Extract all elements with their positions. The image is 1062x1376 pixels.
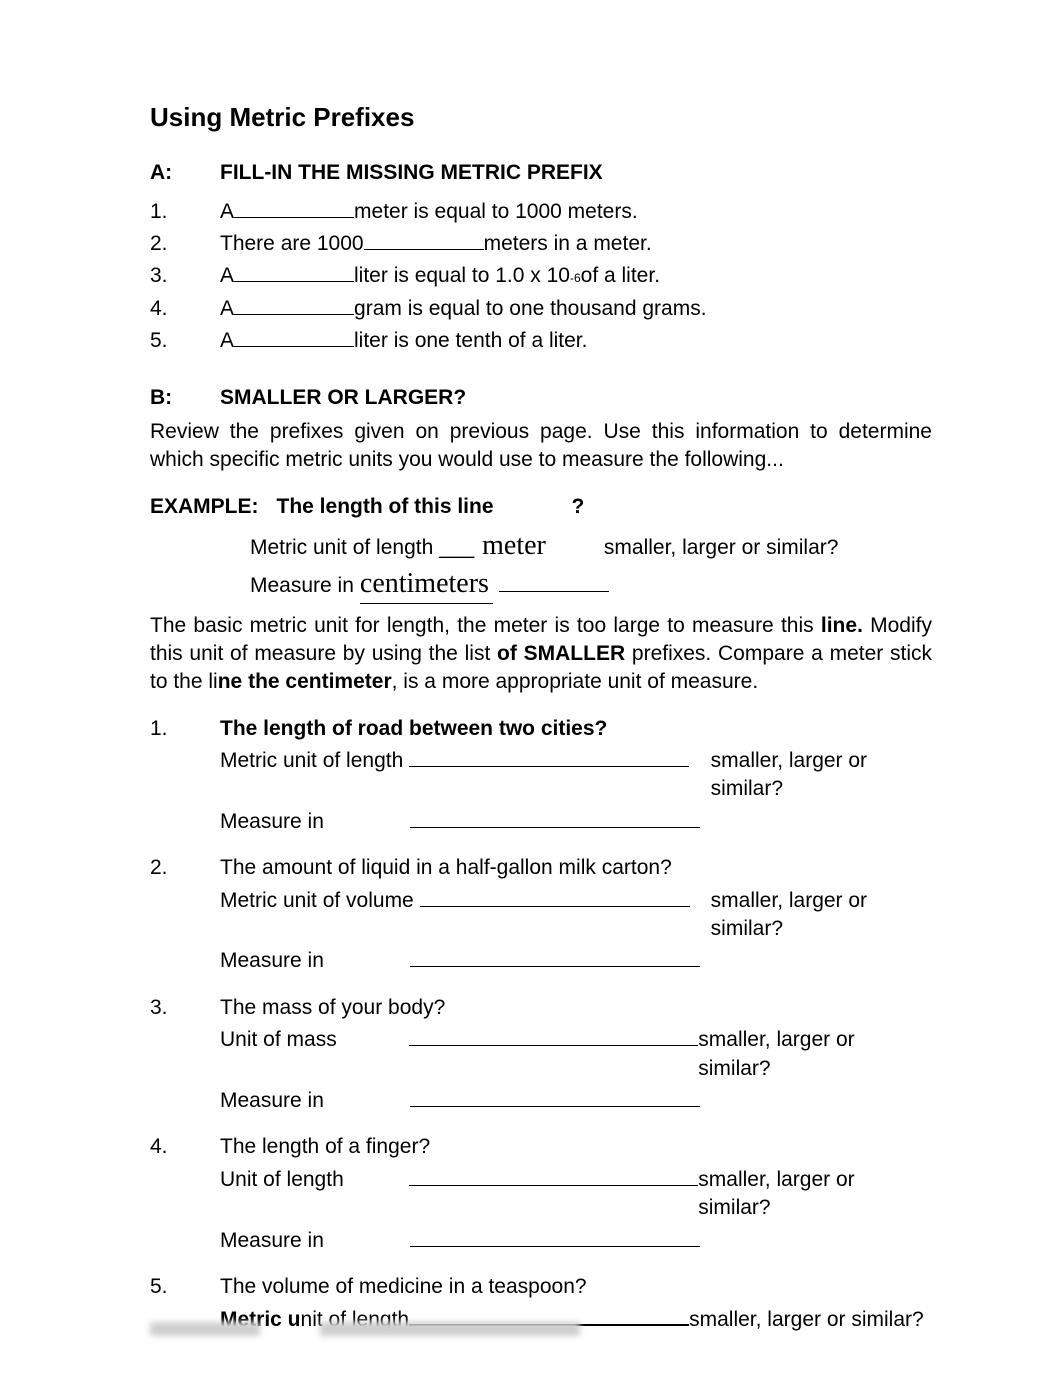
a1-pre: A	[220, 198, 234, 226]
a-item-3: 3. A liter is equal to 1.0 x 10 -6 of a …	[150, 258, 932, 290]
a5-num: 5.	[150, 327, 220, 355]
section-b-heading: B: SMALLER OR LARGER?	[150, 384, 932, 412]
a-item-4: 4. A gram is equal to one thousand grams…	[150, 291, 932, 323]
a-item-2: 2. There are 1000 meters in a meter.	[150, 226, 932, 258]
example-line-1: Metric unit of length ___ meter smaller,…	[150, 527, 932, 565]
blur-strip-2	[320, 1322, 580, 1336]
page-title: Using Metric Prefixes	[150, 100, 932, 135]
q4-title: The length of a finger?	[220, 1133, 430, 1161]
example-label: EXAMPLE:	[150, 493, 259, 521]
q1-l1-label: Metric unit of length	[220, 749, 409, 772]
a2-blank[interactable]	[364, 226, 484, 250]
a1-blank[interactable]	[234, 193, 354, 217]
a3-post-a: liter is equal to 1.0 x 10	[354, 262, 570, 290]
a2-post: meters in a meter.	[484, 230, 652, 258]
explain-smaller: SMALLER	[524, 642, 626, 665]
example-header: EXAMPLE: The length of this line ?	[150, 493, 932, 521]
q1-l1-blank[interactable]	[409, 743, 689, 767]
a2-pre: There are 1000	[220, 230, 364, 258]
example-l1-post: smaller, larger or similar?	[604, 534, 839, 562]
a4-pre: A	[220, 295, 234, 323]
blur-strip-1	[150, 1322, 260, 1336]
worksheet-page: Using Metric Prefixes A: FILL-IN THE MIS…	[0, 0, 1062, 1376]
a4-post: gram is equal to one thousand grams.	[354, 295, 707, 323]
section-a-list: 1. A meter is equal to 1000 meters. 2. T…	[150, 193, 932, 355]
q4-l2-label: Measure in	[220, 1227, 410, 1255]
q2-num: 2.	[150, 854, 220, 882]
a5-blank[interactable]	[234, 323, 354, 347]
q2-l2-blank[interactable]	[410, 943, 700, 967]
a2-num: 2.	[150, 230, 220, 258]
q2-l1-right: smaller, larger or similar?	[711, 887, 932, 944]
example-l2-answer: centimeters	[360, 565, 493, 604]
a5-post: liter is one tenth of a liter.	[354, 327, 587, 355]
question-2: 2. The amount of liquid in a half-gallon…	[150, 854, 932, 976]
q1-num: 1.	[150, 715, 220, 743]
q1-l1-right: smaller, larger or similar?	[711, 747, 932, 804]
section-a-label: A:	[150, 159, 220, 187]
a1-post: meter is equal to 1000 meters.	[354, 198, 638, 226]
q3-l1-blank[interactable]	[409, 1022, 698, 1046]
example-explain: The basic metric unit for length, the me…	[150, 612, 932, 697]
section-b-intro: Review the prefixes given on previous pa…	[150, 418, 932, 475]
q3-l2-blank[interactable]	[410, 1083, 700, 1107]
q1-l2-blank[interactable]	[410, 804, 700, 828]
q4-num: 4.	[150, 1133, 220, 1161]
a3-num: 3.	[150, 262, 220, 290]
q4-l1-right: smaller, larger or similar?	[698, 1166, 932, 1223]
section-a-text: FILL-IN THE MISSING METRIC PREFIX	[220, 159, 603, 187]
q3-l1-right: smaller, larger or similar?	[698, 1026, 932, 1083]
bottom-preview-blur	[150, 1322, 580, 1336]
q5-title: The volume of medicine in a teaspoon?	[220, 1273, 587, 1301]
question-4: 4. The length of a finger? Unit of lengt…	[150, 1133, 932, 1255]
q2-title: The amount of liquid in a half-gallon mi…	[220, 854, 672, 882]
example-title: The length of this line	[277, 493, 494, 521]
example-l2-pre: Measure in	[250, 572, 354, 600]
q5-l1-right: smaller, larger or similar?	[689, 1306, 924, 1334]
example-line-2: Measure in centimeters	[150, 565, 932, 604]
question-3: 3. The mass of your body? Unit of mass s…	[150, 994, 932, 1116]
a4-num: 4.	[150, 295, 220, 323]
q1-title: The length of road between two cities?	[220, 715, 607, 743]
section-b-text: SMALLER OR LARGER?	[220, 384, 466, 412]
q4-l1-blank[interactable]	[409, 1162, 698, 1186]
a3-sup: -6	[570, 270, 581, 286]
example-l1-answer: meter	[482, 527, 546, 565]
a-item-5: 5. A liter is one tenth of a liter.	[150, 323, 932, 355]
q4-l2-blank[interactable]	[410, 1222, 700, 1246]
a3-pre: A	[220, 262, 234, 290]
question-1: 1. The length of road between two cities…	[150, 715, 932, 837]
a3-blank[interactable]	[234, 258, 354, 282]
q3-title: The mass of your body?	[220, 994, 445, 1022]
q1-l2-label: Measure in	[220, 808, 410, 836]
section-b-label: B:	[150, 384, 220, 412]
a3-post-b: of a liter.	[581, 262, 660, 290]
q5-num: 5.	[150, 1273, 220, 1301]
q2-l1-blank[interactable]	[420, 883, 690, 907]
q3-num: 3.	[150, 994, 220, 1022]
example-l1-pre: Metric unit of length ___	[250, 534, 474, 562]
example-qmark: ?	[572, 493, 585, 521]
q3-l2-label: Measure in	[220, 1087, 410, 1115]
questions-list: 1. The length of road between two cities…	[150, 715, 932, 1335]
a1-num: 1.	[150, 198, 220, 226]
a-item-1: 1. A meter is equal to 1000 meters.	[150, 193, 932, 225]
q2-l2-label: Measure in	[220, 947, 410, 975]
explain-centimeter: centimeter	[285, 670, 391, 693]
section-a-heading: A: FILL-IN THE MISSING METRIC PREFIX	[150, 159, 932, 187]
q3-l1-label: Unit of mass	[220, 1026, 409, 1054]
example-l2-extra-blank	[499, 568, 609, 592]
a4-blank[interactable]	[234, 291, 354, 315]
q2-l1-label: Metric unit of volume	[220, 889, 420, 912]
q4-l1-label: Unit of length	[220, 1166, 409, 1194]
a5-pre: A	[220, 327, 234, 355]
